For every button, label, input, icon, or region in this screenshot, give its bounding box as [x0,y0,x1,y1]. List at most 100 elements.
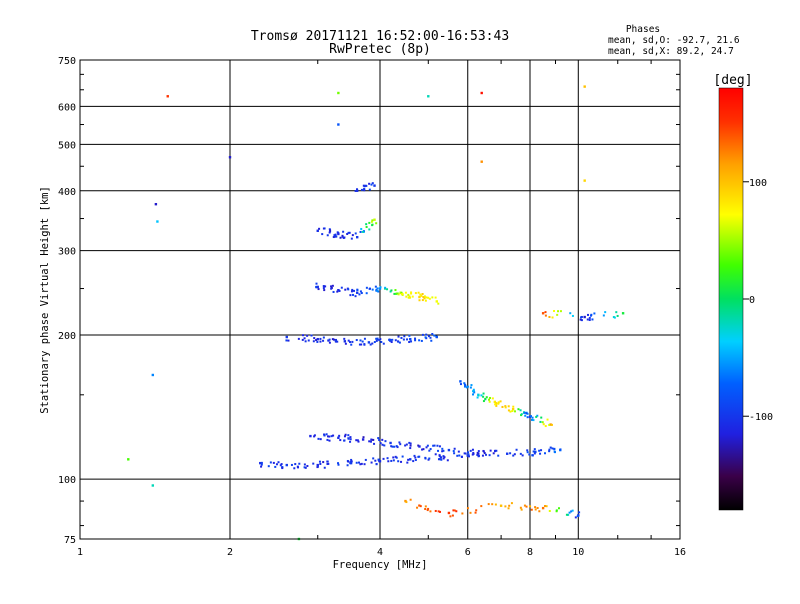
echo-point [494,503,497,506]
echo-point [426,509,429,512]
echo-point [425,446,428,449]
echo-point [418,295,421,299]
echo-point [344,288,347,291]
echo-point [436,444,439,447]
echo-point [365,292,368,295]
echo-point [392,456,395,459]
echo-point [531,416,534,419]
x-tick-label: 2 [227,547,233,558]
echo-point [355,339,358,342]
echo-point [374,285,377,288]
echo-point [536,507,539,510]
echo-point [421,293,424,296]
echo-point [421,333,424,336]
echo-point [349,438,352,441]
echo-point [532,419,535,422]
echo-point [612,316,615,319]
x-tick-label: 8 [527,547,533,558]
echo-point [343,337,346,340]
echo-point [525,505,528,508]
echo-point [523,411,526,414]
echo-point [471,448,474,451]
echo-point [410,292,413,295]
echo-point [487,503,490,506]
echo-point [456,454,459,457]
data-points [127,85,625,541]
echo-point [476,451,479,454]
echo-point [529,415,532,418]
y-tick-label: 75 [64,535,76,546]
echo-point [379,442,382,445]
echo-point [363,343,366,346]
echo-point [319,438,322,441]
echo-point [613,316,616,319]
echo-point [442,455,445,458]
echo-point [509,452,512,455]
echo-point [342,236,345,239]
echo-point [325,433,328,436]
echo-point [551,316,554,319]
echo-point [334,339,337,342]
echo-point [538,449,541,452]
echo-point [429,336,432,339]
echo-point [365,286,368,289]
echo-point [384,286,387,289]
echo-point [343,439,346,442]
echo-point [410,291,413,294]
echo-point [482,392,485,395]
echo-point [279,464,282,467]
echo-point [583,315,586,319]
echo-point [336,290,339,293]
echo-point [389,339,392,342]
echo-point [373,442,376,445]
echo-point [269,461,272,464]
echo-point [324,285,327,288]
y-tick-label: 750 [58,56,76,67]
echo-point [439,456,443,459]
echo-point [565,513,568,516]
echo-point [306,334,309,337]
echo-point [297,466,300,469]
echo-point [372,438,375,441]
echo-point [315,285,318,288]
echo-point [318,227,321,230]
echo-point [381,443,384,446]
echo-point [453,509,456,512]
echo-point [559,310,562,313]
x-tick-label: 10 [572,547,584,558]
echo-point [409,498,412,501]
echo-point [358,343,361,346]
echo-point [428,449,431,452]
echo-point [539,420,542,423]
echo-point [328,341,331,344]
colorbar-ticks: 100 0 -100 [743,178,773,423]
echo-point [371,224,374,227]
echo-point [319,340,322,343]
echo-point [520,508,523,511]
echo-point [427,507,430,510]
echo-point [382,342,385,345]
echo-point [427,95,430,98]
echo-point [363,185,366,188]
echo-point [302,334,305,337]
echo-point [499,504,503,507]
echo-point [364,184,367,187]
echo-point [514,410,517,413]
echo-point [541,312,545,315]
echo-point [332,434,335,437]
echo-point [389,290,392,293]
echo-point [480,91,483,95]
echo-point [351,340,354,343]
echo-point [312,340,315,343]
echo-point [406,338,409,341]
echo-point [347,434,350,437]
echo-point [504,406,507,409]
echo-point [541,506,545,510]
echo-point [544,311,547,314]
echo-point [326,438,329,441]
echo-point [494,403,497,406]
echo-point [523,504,526,507]
echo-point [285,335,288,339]
echo-point [435,300,438,303]
echo-point [371,182,374,185]
